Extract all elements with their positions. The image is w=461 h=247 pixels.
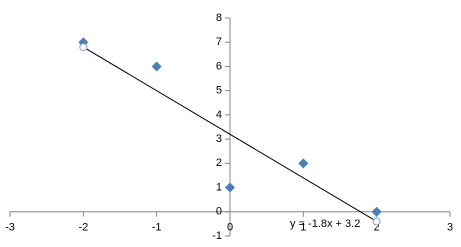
- point: [225, 182, 235, 193]
- trendline-point: [372, 217, 381, 226]
- y-tick-label: 0: [216, 206, 222, 218]
- y-tick-label: -1: [212, 230, 222, 242]
- y-tick-label: 6: [216, 60, 222, 72]
- x-tick-label: -2: [78, 222, 88, 234]
- point: [371, 206, 382, 217]
- y-tick-label: 3: [216, 133, 222, 145]
- x-tick-label: 0: [227, 222, 233, 234]
- y-tick-label: 8: [216, 12, 222, 24]
- point: [151, 61, 162, 72]
- trendline-label: y = -1.8x + 3.2: [290, 218, 360, 230]
- point: [298, 158, 309, 169]
- y-tick-label: 4: [216, 109, 222, 121]
- trendline-point: [79, 43, 88, 52]
- x-tick-label: 1: [300, 222, 306, 234]
- y-tick-label: 1: [216, 181, 222, 193]
- x-tick-label: -3: [5, 222, 15, 234]
- y-tick-label: 5: [216, 85, 222, 97]
- x-tick-label: -1: [152, 222, 162, 234]
- y-tick-label: 2: [216, 157, 222, 169]
- x-tick-label: 3: [447, 222, 453, 234]
- trendline: [83, 46, 377, 222]
- x-tick-label: 2: [374, 222, 380, 234]
- y-tick-label: 7: [216, 36, 222, 48]
